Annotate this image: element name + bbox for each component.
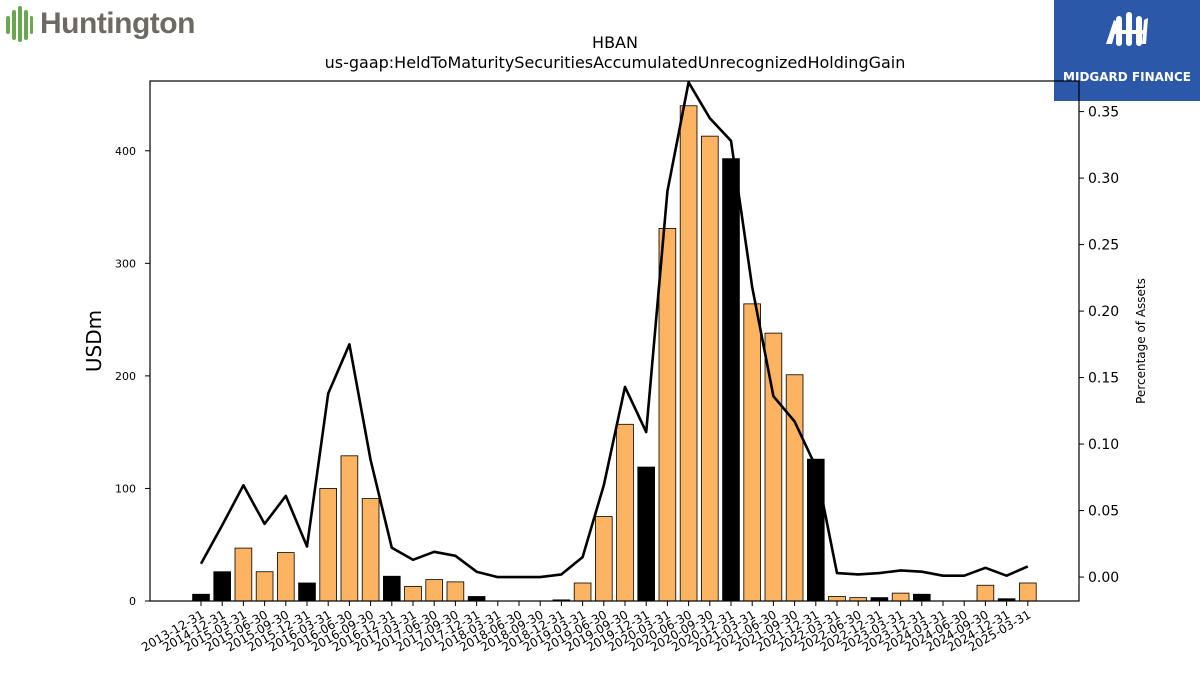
bar-2017-06-30 <box>425 579 443 602</box>
plot-frame <box>149 80 1080 602</box>
y2-tick-label-5: 0.25 <box>1088 238 1119 254</box>
bar-2019-06-30 <box>595 516 613 602</box>
bar-2021-12-31 <box>807 458 825 602</box>
midgard-finance-logo: MIDGARD FINANCE <box>1054 0 1200 101</box>
y-tick-label-400: 400 <box>115 145 136 158</box>
bar-2016-12-31 <box>382 575 401 602</box>
chart-subtitle: us-gaap:HeldToMaturitySecuritiesAccumula… <box>325 53 906 72</box>
bar-2015-09-30 <box>276 552 295 602</box>
midgard-wordmark: MIDGARD FINANCE <box>1063 70 1191 84</box>
bar-2021-03-31 <box>743 303 761 602</box>
y2-tick-label-7: 0.35 <box>1088 105 1119 121</box>
y2-tick-label-4: 0.20 <box>1088 304 1119 320</box>
bar-2021-09-30 <box>785 374 804 602</box>
y-tick-label-0: 0 <box>129 595 136 608</box>
bar-2017-12-31 <box>467 596 486 602</box>
huntington-logo: Huntington <box>4 4 195 44</box>
y2-tick-label-1: 0.05 <box>1088 504 1119 520</box>
huntington-leaf-icon <box>6 6 33 42</box>
y-tick-label-200: 200 <box>115 370 136 383</box>
bar-2016-03-31 <box>319 488 337 602</box>
bar-2020-09-30 <box>701 135 719 602</box>
bar-2020-12-31 <box>722 158 740 602</box>
pct-assets-line <box>199 81 1029 579</box>
bar-2019-09-30 <box>616 423 634 602</box>
y2-tick-label-2: 0.10 <box>1088 437 1119 453</box>
chart-title: HBAN <box>592 33 638 52</box>
y2-axis-label: Percentage of Assets <box>1134 278 1148 404</box>
bar-2023-03-31 <box>891 592 910 602</box>
y2-tick-label-3: 0.15 <box>1088 371 1119 387</box>
bar-2017-09-30 <box>446 581 465 602</box>
bar-2021-06-30 <box>764 332 783 602</box>
bar-2024-09-30 <box>976 584 995 602</box>
bar-2025-03-31 <box>1019 582 1037 602</box>
bar-2022-03-31 <box>828 596 846 602</box>
bar-2015-12-31 <box>298 582 316 602</box>
huntington-wordmark: Huntington <box>40 7 195 40</box>
bar-2016-06-30 <box>340 455 359 602</box>
bar-2017-03-31 <box>404 585 422 602</box>
midgard-emblem-icon <box>1106 12 1148 46</box>
bar-2016-09-30 <box>361 498 380 602</box>
bar-2014-12-31 <box>213 571 232 602</box>
y-tick-label-100: 100 <box>115 482 136 495</box>
bar-2013-12-31 <box>192 593 210 602</box>
y-tick-label-300: 300 <box>115 257 136 270</box>
bar-2015-03-31 <box>234 547 253 602</box>
bar-2020-06-30 <box>679 105 698 602</box>
bar-2023-12-31 <box>913 593 931 602</box>
y2-tick-label-0: 0.00 <box>1088 570 1119 586</box>
y2-tick-label-6: 0.30 <box>1088 171 1119 187</box>
bar-2019-12-31 <box>637 466 655 602</box>
y-axis-label: USDm <box>82 310 106 372</box>
bar-2019-03-31 <box>573 582 592 602</box>
bar-2020-03-31 <box>658 228 677 602</box>
bar-2015-06-30 <box>255 571 274 602</box>
